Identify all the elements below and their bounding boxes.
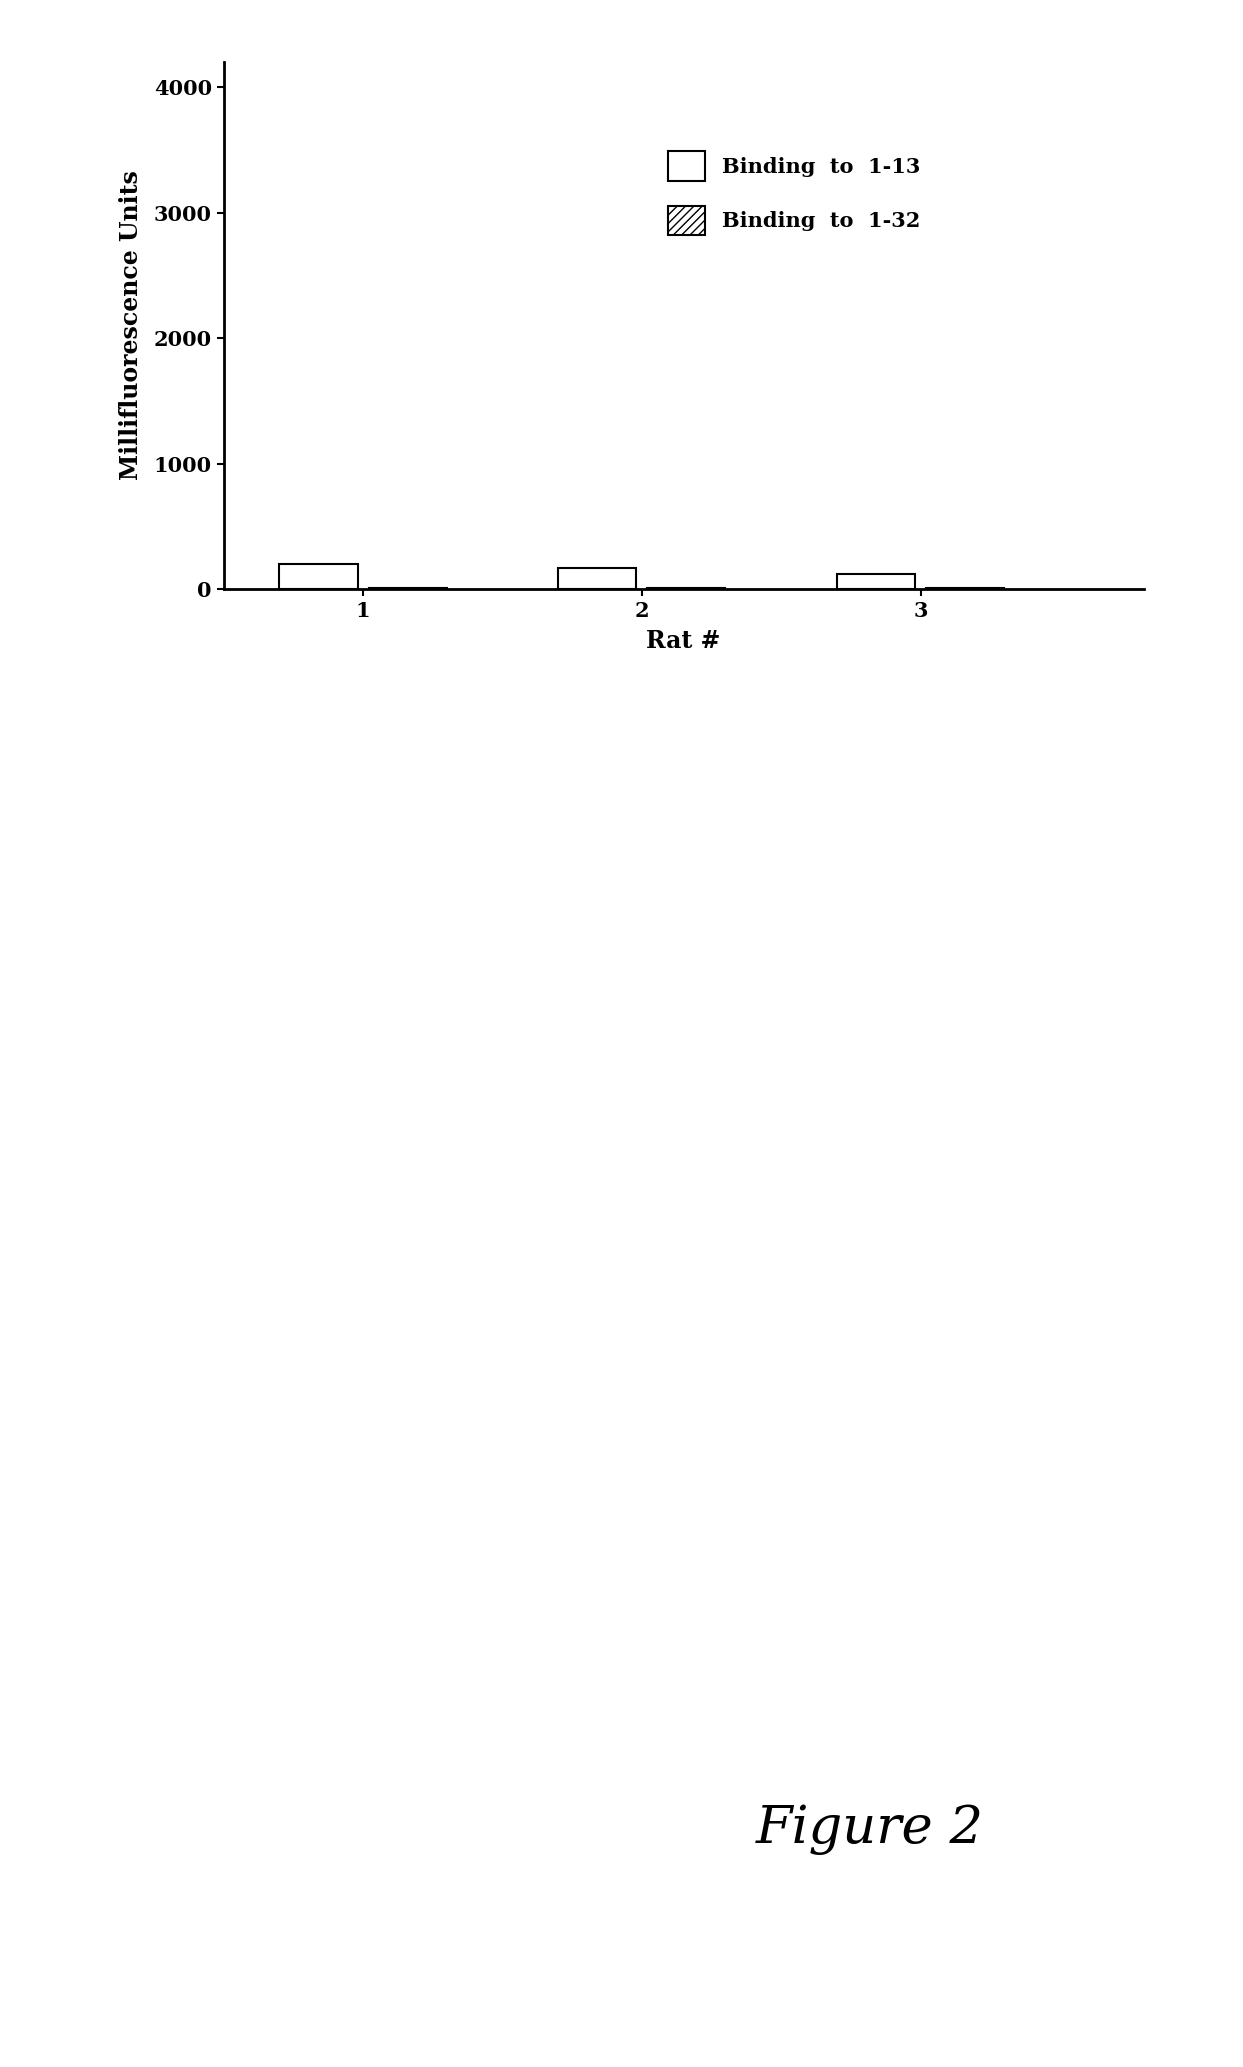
Text: Figure 2: Figure 2 <box>756 1804 984 1854</box>
Legend: Binding  to  1-13, Binding  to  1-32: Binding to 1-13, Binding to 1-32 <box>667 151 920 236</box>
Y-axis label: Millifluorescence Units: Millifluorescence Units <box>118 172 143 480</box>
Bar <box>837 575 915 589</box>
Bar <box>280 564 358 589</box>
Bar <box>558 568 636 589</box>
X-axis label: Rat #: Rat # <box>646 628 721 653</box>
